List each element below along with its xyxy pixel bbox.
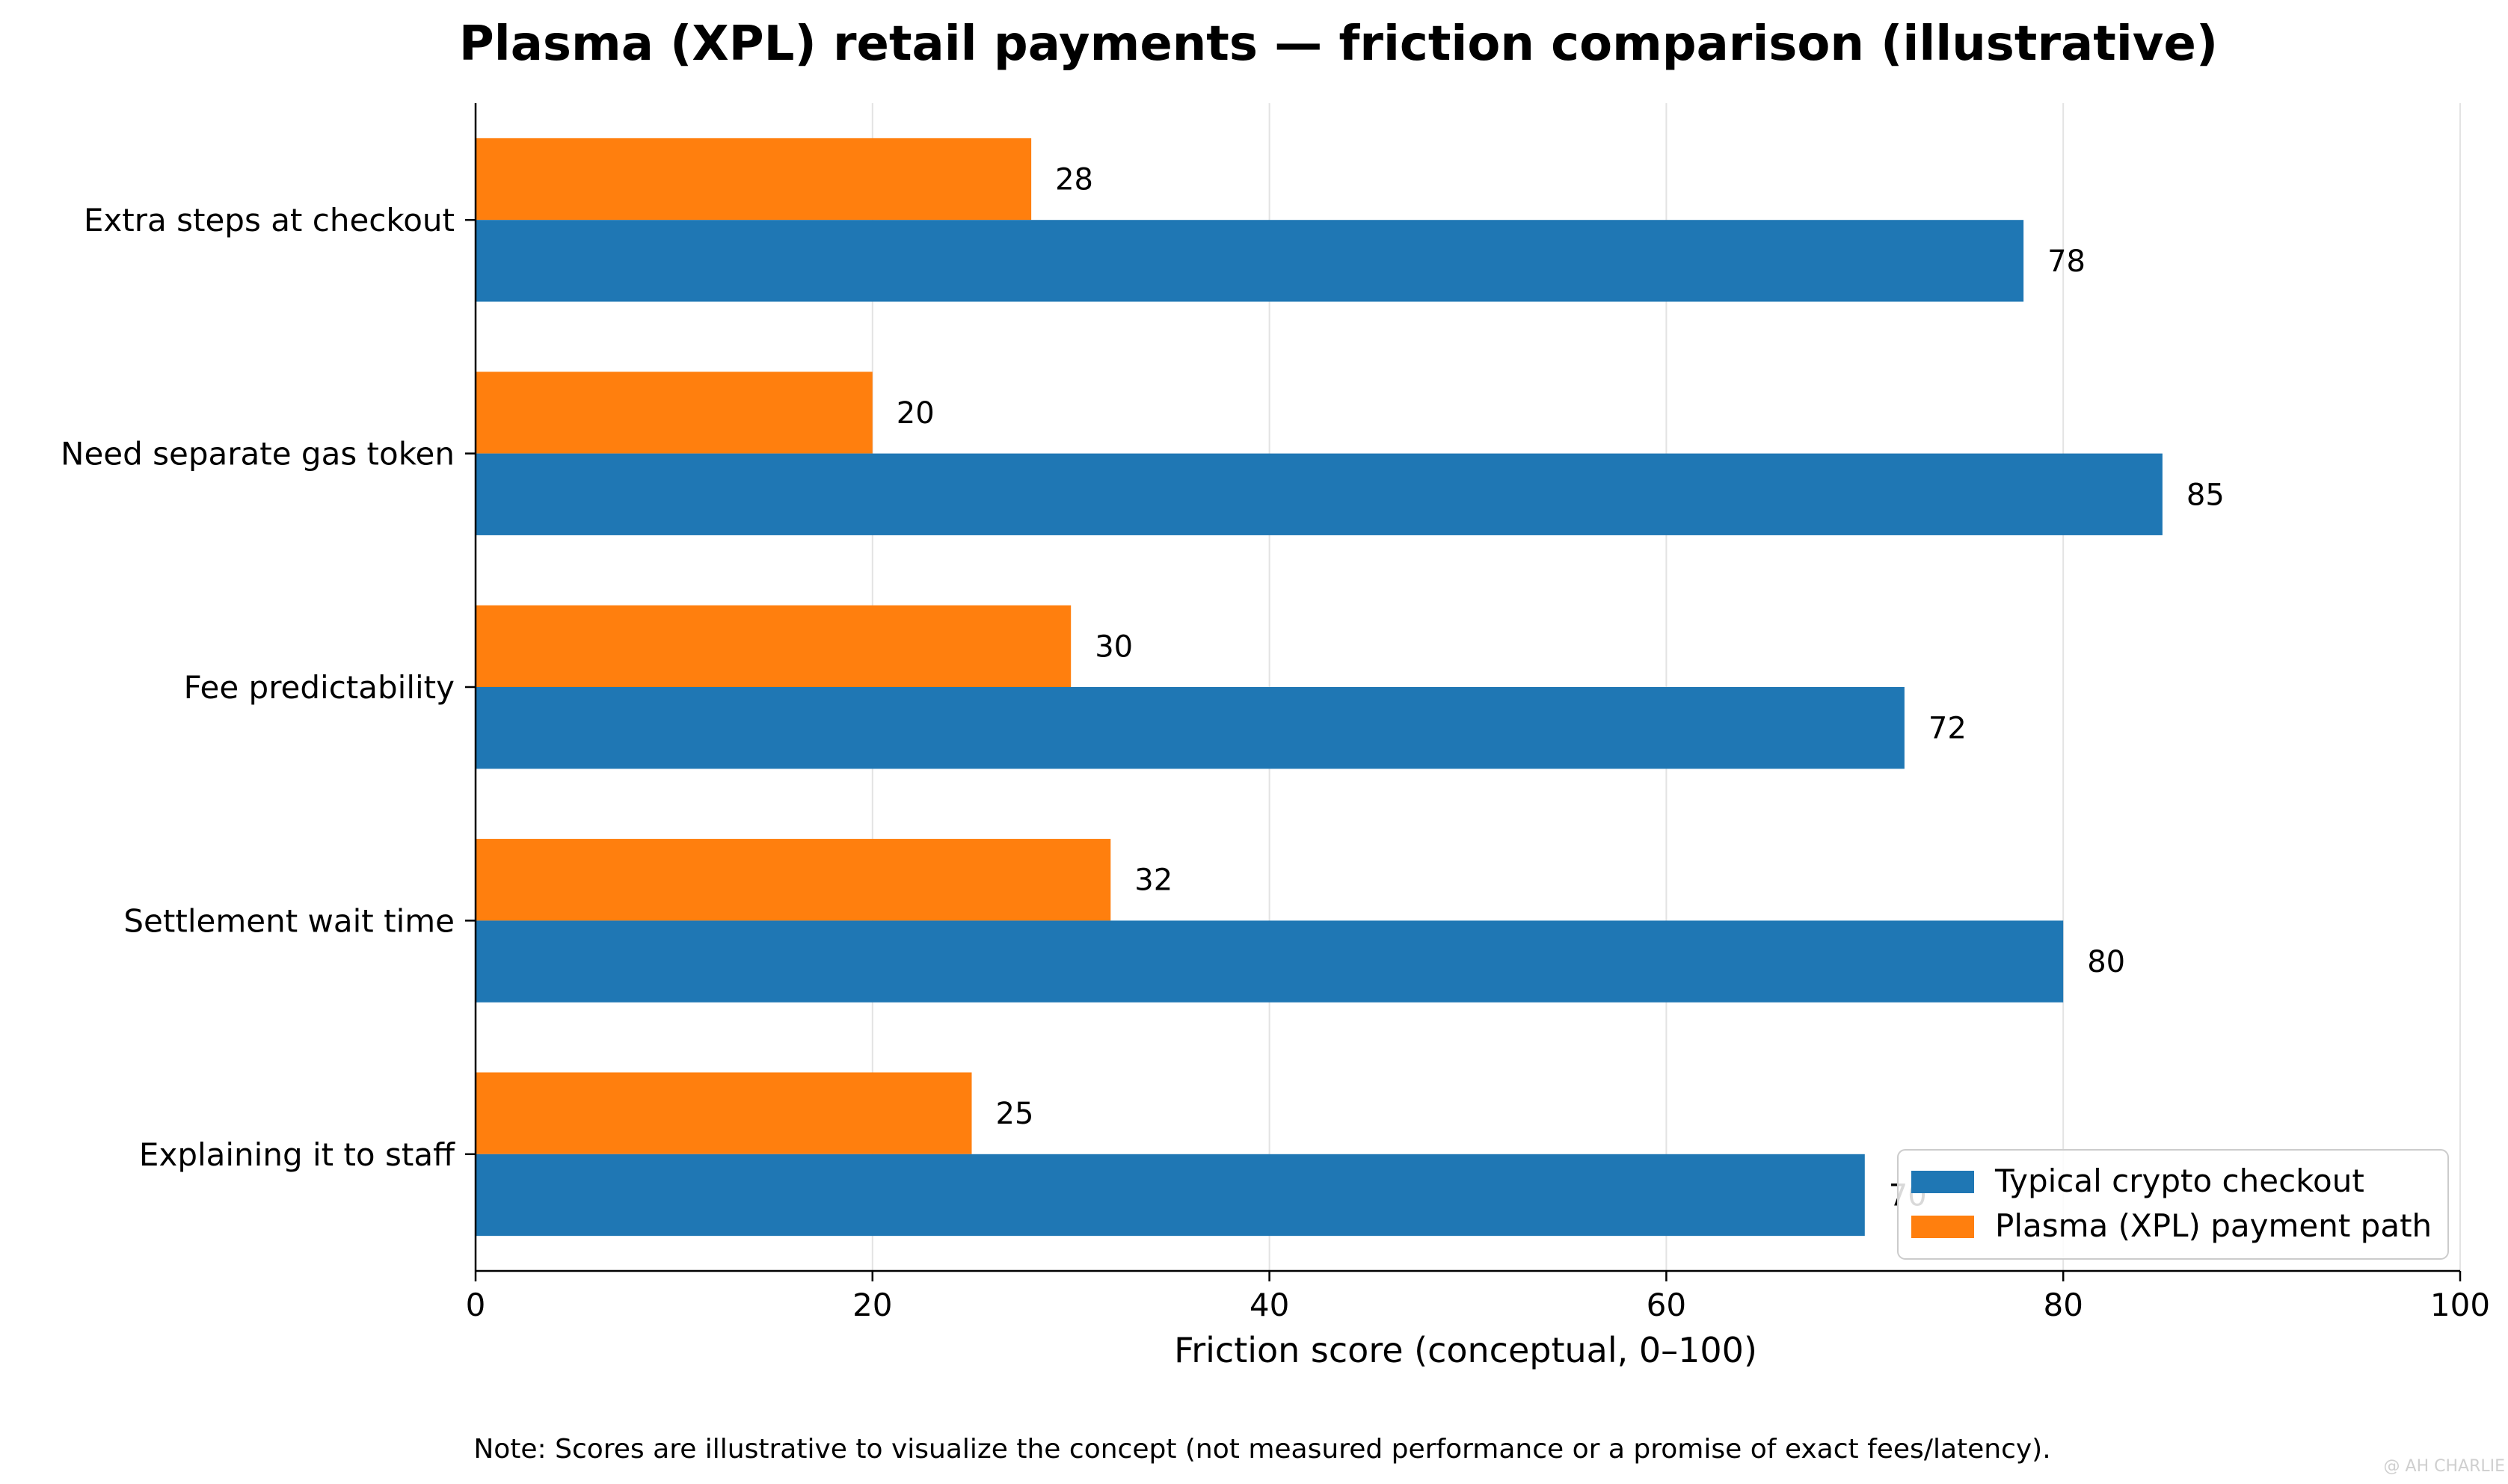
x-tick-label: 80 (2043, 1287, 2083, 1323)
legend: Typical crypto checkout Plasma (XPL) paym… (1897, 1149, 2449, 1260)
bar-typical (476, 687, 1905, 769)
y-axis-ticks: Extra steps at checkout Need separate gas… (61, 202, 476, 1173)
data-label-typical: 80 (2087, 945, 2125, 979)
y-tick-label: Need separate gas token (61, 436, 455, 472)
x-tick-label: 20 (852, 1287, 892, 1323)
chart-title: Plasma (XPL) retail payments — friction … (459, 16, 2218, 72)
legend-label: Typical crypto checkout (1994, 1163, 2364, 1199)
legend-label: Plasma (XPL) payment path (1995, 1207, 2432, 1244)
y-tick-label: Settlement wait time (123, 902, 455, 939)
bar-typical (476, 920, 2064, 1003)
x-tick-label: 0 (466, 1287, 486, 1323)
data-label-plasma: 20 (897, 396, 935, 431)
x-axis-label: Friction score (conceptual, 0–100) (1174, 1330, 1757, 1370)
x-tick-label: 100 (2430, 1287, 2490, 1323)
footnote: Note: Scores are illustrative to visuali… (473, 1434, 2050, 1465)
legend-swatch (1911, 1171, 1974, 1193)
data-label-typical: 78 (2047, 244, 2086, 279)
bar-typical (476, 453, 2163, 535)
watermark: @ AH CHARLIE (2384, 1457, 2505, 1476)
data-label-typical: 72 (1928, 712, 1967, 746)
y-tick-label: Extra steps at checkout (84, 202, 455, 238)
data-label-plasma: 28 (1055, 163, 1093, 197)
y-tick-label: Explaining it to staff (139, 1136, 455, 1173)
bar-plasma (476, 372, 873, 454)
legend-box (1897, 1149, 2449, 1260)
bar-plasma (476, 1072, 972, 1154)
legend-swatch (1911, 1216, 1974, 1238)
data-label-plasma: 32 (1134, 863, 1172, 898)
data-label-plasma: 30 (1095, 629, 1133, 664)
x-tick-label: 40 (1250, 1287, 1289, 1323)
y-tick-label: Fee predictability (184, 669, 455, 706)
data-label-plasma: 25 (996, 1097, 1034, 1131)
x-axis-ticks: 0 20 40 60 80 100 (466, 1271, 2490, 1323)
bar-plasma (476, 839, 1111, 921)
bar-plasma (476, 605, 1072, 687)
data-label-typical: 85 (2186, 478, 2225, 512)
bar-plasma (476, 138, 1032, 221)
bar-typical (476, 1154, 1865, 1237)
bar-labels: 28782085307232802570 (897, 163, 2225, 1213)
bar-typical (476, 220, 2024, 302)
bars (476, 138, 2163, 1237)
x-tick-label: 60 (1647, 1287, 1686, 1323)
